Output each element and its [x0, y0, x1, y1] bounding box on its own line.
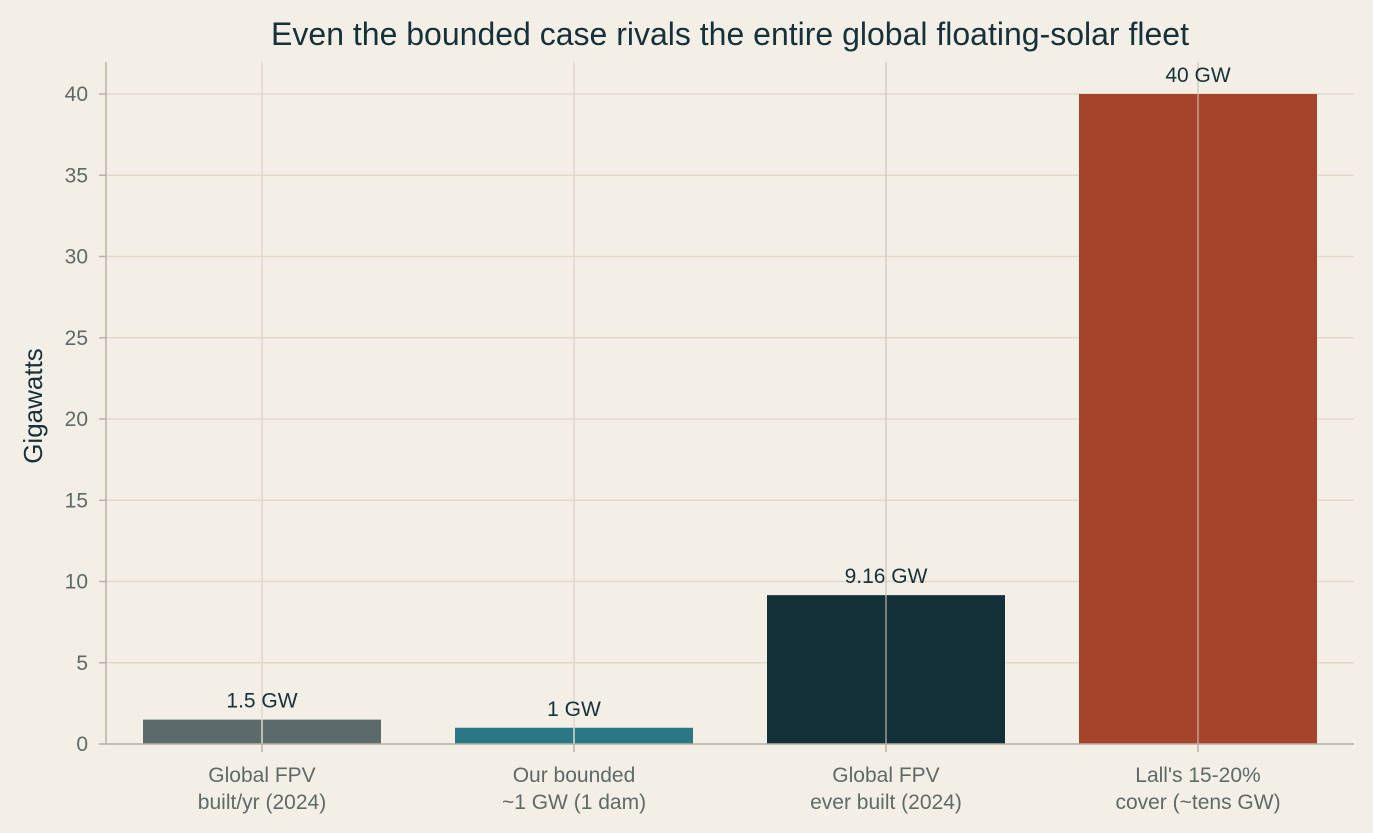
y-axis-label: Gigawatts — [18, 348, 48, 464]
bar-value-label: 1 GW — [547, 698, 601, 721]
y-tick-label: 0 — [76, 733, 88, 756]
bar-value-label: 9.16 GW — [845, 565, 928, 588]
x-tick-label-line: ~1 GW (1 dam) — [502, 791, 646, 814]
y-tick-label: 30 — [65, 246, 88, 269]
x-tick-label-line: Our bounded — [513, 764, 636, 787]
gridlines — [106, 93, 1354, 745]
x-tick-label: Global FPV built/yr (2024) — [198, 764, 326, 814]
y-tick-label: 5 — [76, 652, 88, 675]
x-tick-label-line: Global FPV — [832, 764, 939, 787]
y-tick-label: 35 — [65, 164, 88, 187]
y-tick-label: 15 — [65, 489, 88, 512]
axes — [99, 62, 1354, 752]
x-tick-label-line: cover (~tens GW) — [1115, 791, 1280, 814]
x-tick-label: Global FPV ever built (2024) — [810, 764, 962, 814]
x-tick-label: Our bounded ~1 GW (1 dam) — [502, 764, 646, 814]
labels: 0 5 10 15 20 25 30 35 40 1.5 GW Global FPV built/yr… — [65, 64, 1281, 814]
chart-title: Even the bounded case rivals the entire … — [271, 16, 1189, 52]
x-tick-label-line: Lall's 15-20% — [1135, 764, 1260, 787]
x-tick-label: Lall's 15-20% cover (~tens GW) — [1115, 764, 1280, 814]
bar-value-label: 1.5 GW — [226, 690, 297, 713]
bar-value-label: 40 GW — [1165, 64, 1231, 87]
x-tick-label-line: built/yr (2024) — [198, 791, 326, 814]
vertical-gridlines — [261, 62, 1199, 744]
x-tick-label-line: ever built (2024) — [810, 791, 962, 814]
x-tick-label-line: Global FPV — [208, 764, 315, 787]
y-tick-label: 40 — [65, 83, 88, 106]
y-tick-label: 10 — [65, 571, 88, 594]
y-tick-label: 20 — [65, 408, 88, 431]
y-tick-label: 25 — [65, 327, 88, 350]
